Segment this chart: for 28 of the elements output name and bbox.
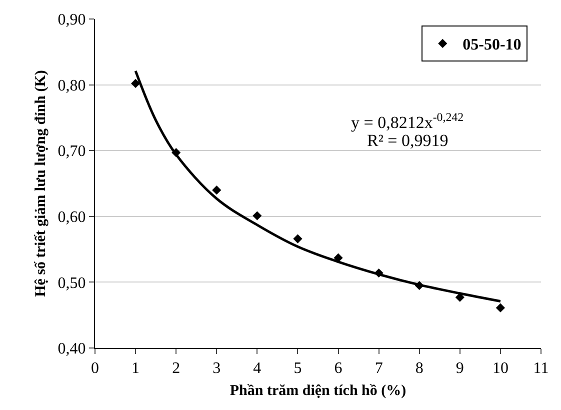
x-tick-label: 0: [91, 360, 99, 378]
y-tick-label: 0,90: [58, 12, 86, 29]
y-tick-label: 0,70: [58, 143, 86, 160]
point: [252, 211, 262, 220]
point: [212, 186, 222, 195]
x-tick-label: 1: [132, 360, 140, 378]
x-tick-label: 11: [533, 360, 549, 378]
x-tick-label: 7: [374, 360, 383, 378]
y-axis-title: Hệ số triết giảm lưu lượng đỉnh (K): [33, 70, 50, 297]
y-tick-label: 0,40: [58, 340, 86, 358]
annotation: R² = 0,9919: [367, 131, 448, 150]
x-tick-label: 4: [253, 360, 262, 378]
x-tick-label: 2: [172, 360, 180, 378]
y-tick-label: 0,50: [58, 274, 86, 292]
x-tick-label: 6: [334, 360, 342, 378]
y-tick-label: 0,80: [58, 77, 86, 94]
x-tick-label: 3: [212, 360, 221, 378]
annotation: y = 0,8212x$^{-0,242}$: [351, 110, 464, 132]
point: [131, 78, 140, 88]
point: [293, 234, 302, 244]
x-tick-label: 10: [492, 360, 508, 378]
legend-label: 05-50-10: [462, 36, 522, 54]
y-tick-label: 0,60: [58, 209, 86, 226]
x-tick-label: 8: [415, 360, 424, 378]
x-tick-label: 9: [456, 360, 464, 378]
x-axis-title: Phần trăm diện tích hồ (%): [230, 383, 406, 400]
x-tick-label: 5: [294, 360, 302, 378]
point: [496, 303, 505, 312]
